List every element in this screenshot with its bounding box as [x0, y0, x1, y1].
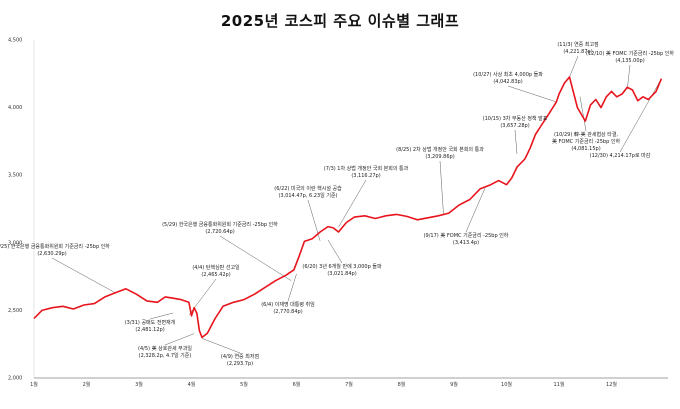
- annotation-line: (4/5) 美 상호관세 부과일: [138, 345, 192, 352]
- annotation-line: (9/17) 美 FOMC 기준금리 -25bp 인하: [424, 232, 509, 239]
- annotation-leader: [338, 179, 367, 228]
- annotation-line: (2/25) 한국은행 금융통화위원회 기준금리 -25bp 인하: [0, 243, 110, 250]
- annotation-leader: [579, 96, 587, 132]
- annotation-line: (11/3) 연중 최고점: [557, 41, 598, 48]
- annotation-label: (3/31) 공매도 전면재개 (2,481.12p): [125, 319, 176, 333]
- annotation-line: (3/31) 공매도 전면재개: [125, 319, 176, 326]
- annotation-line: (7/3) 1차 상법 개정안 국회 본회의 통과: [324, 165, 409, 172]
- annotation-line: (3,413.4p): [453, 240, 479, 246]
- annotation-line: (2,328.2p, 4.7일 기준): [139, 352, 192, 359]
- annotation-line: (2,481.12p): [135, 327, 164, 333]
- annotation-line: (2,630.29p): [37, 251, 66, 257]
- y-tick-label: 2,000: [8, 376, 22, 382]
- annotation-line: (8/25) 2차 상법 개정안 국회 본회의 통과: [396, 146, 484, 153]
- x-tick-label: 7월: [345, 381, 353, 388]
- annotation-label: (6/4) 이재명 대통령 취임 (2,770.84p): [261, 301, 315, 315]
- annotation-leader: [219, 235, 292, 281]
- annotation-label: (9/17) 美 FOMC 기준금리 -25bp 인하 (3,413.4p): [424, 232, 509, 246]
- y-tick-label: 2,500: [8, 308, 22, 314]
- annotation-label: (10/27) 사상 최초 4,000p 돌파 (4,042.83p): [473, 71, 543, 85]
- annotation-line: (3,209.86p): [425, 154, 454, 160]
- annotation-line: (4,042.83p): [493, 79, 522, 85]
- annotation-leader: [507, 85, 557, 103]
- annotation-label: (10/15) 3차 부동산 정책 발표 (3,657.28p): [483, 115, 548, 129]
- annotation-leader: [465, 186, 486, 233]
- x-tick-label: 6월: [293, 381, 301, 388]
- x-tick-label: 8월: [398, 381, 406, 388]
- y-tick-label: 4,000: [8, 105, 22, 111]
- x-tick-label: 10월: [501, 381, 512, 388]
- annotation-label: (12/10) 美 FOMC 기준금리 -25bp 인하 (4,135.00p): [586, 50, 674, 64]
- annotation-leader: [439, 160, 444, 215]
- annotation-line: (4/9) 연중 최저점: [221, 353, 259, 360]
- annotation-line: (2,293.7p): [227, 361, 253, 367]
- y-tick-label: 3,500: [8, 173, 22, 179]
- annotation-line: (3,021.84p): [327, 271, 356, 277]
- annotation-label: (6/22) 미국의 이란 핵시설 공습 (3,014.47p, 6.23일 기준…: [274, 185, 342, 199]
- annotation-label: (8/25) 2차 상법 개정안 국회 본회의 통과 (3,209.86p): [396, 146, 484, 160]
- annotation-label: (4/9) 연중 최저점 (2,293.7p): [221, 353, 259, 367]
- annotation-line: (6/4) 이재명 대통령 취임: [261, 301, 315, 308]
- annotation-line: (6/20) 3년 6개월 만에 3,000p 돌파: [302, 263, 382, 270]
- annotation-line: (4,081.15p): [571, 146, 600, 152]
- annotation-label: (10/29) 韓-美 관세협상 타결,美 FOMC 기준금리 -25bp 인하…: [552, 131, 620, 152]
- x-tick-label: 5월: [240, 381, 248, 388]
- annotation-label: (6/20) 3년 6개월 만에 3,000p 돌파 (3,021.84p): [302, 263, 382, 277]
- annotation-line: (10/27) 사상 최초 4,000p 돌파: [473, 71, 543, 78]
- annotation-leader: [287, 273, 297, 302]
- annotation-label: (7/3) 1차 상법 개정안 국회 본회의 통과 (3,116.27p): [324, 165, 409, 179]
- x-tick-label: 11월: [554, 381, 565, 388]
- x-tick-label: 9월: [450, 381, 458, 388]
- annotation-leader: [514, 129, 518, 154]
- annotation-label: (2/25) 한국은행 금융통화위원회 기준금리 -25bp 인하 (2,630.…: [0, 243, 110, 257]
- annotation-line: (5/29) 한국은행 금융통화위원회 기준금리 -25bp 인하: [162, 221, 278, 228]
- x-tick-label: 4월: [188, 381, 196, 388]
- annotation-line: (4/4) 탄핵심판 선고일: [192, 264, 240, 271]
- annotation-leader: [327, 239, 343, 264]
- annotation-leader: [569, 55, 579, 78]
- x-tick-label: 12월: [606, 381, 617, 388]
- annotation-line: (6/22) 미국의 이란 핵시설 공습: [274, 185, 342, 192]
- annotation-label: (4/4) 탄핵심판 선고일 (2,465.42p): [192, 264, 240, 278]
- annotation-leader: [201, 338, 241, 354]
- x-tick-label: 2월: [83, 381, 91, 388]
- annotation-label: (5/29) 한국은행 금융통화위원회 기준금리 -25bp 인하 (2,720.…: [162, 221, 278, 235]
- annotation-leader: [164, 333, 195, 346]
- annotation-line: (4,221.87p): [563, 49, 592, 55]
- annotation-leader: [627, 64, 631, 90]
- annotation-line: (10/29) 韓-美 관세협상 타결,: [554, 131, 618, 138]
- annotation-line: (4,135.00p): [615, 58, 644, 64]
- annotation-line: (2,770.84p): [273, 309, 302, 315]
- annotation-leader: [619, 78, 662, 153]
- y-tick-label: 3,000: [8, 240, 22, 246]
- annotation-line: (10/15) 3차 부동산 정책 발표: [483, 115, 548, 122]
- x-tick-label: 3월: [135, 381, 143, 388]
- annotation-line: (3,014.47p, 6.23일 기준): [278, 192, 337, 199]
- annotation-line: (2,465.42p): [201, 272, 230, 278]
- annotation-line: (3,116.27p): [351, 173, 380, 179]
- annotation-line: (2,720.64p): [205, 229, 234, 235]
- annotation-label: (12/30) 4,214.17p로 마감: [590, 152, 651, 159]
- annotation-line: (12/30) 4,214.17p로 마감: [590, 152, 651, 159]
- annotation-label: (11/3) 연중 최고점 (4,221.87p): [557, 41, 598, 55]
- x-tick-label: 1월: [30, 381, 38, 388]
- y-tick-label: 4,500: [8, 38, 22, 44]
- axes: 2,000 2,500 3,000 3,500 4,000 4,500 1월 2월 3월 4월 5월…: [8, 38, 668, 388]
- annotation-leader: [307, 199, 321, 241]
- annotation-leaders: [51, 55, 662, 354]
- annotation-line: 美 FOMC 기준금리 -25bp 인하: [552, 138, 620, 145]
- annotation-leader: [149, 312, 174, 320]
- kospi-series-line: [33, 76, 663, 339]
- annotation-labels: (2/25) 한국은행 금융통화위원회 기준금리 -25bp 인하 (2,630.…: [0, 41, 674, 367]
- annotation-label: (4/5) 美 상호관세 부과일 (2,328.2p, 4.7일 기준): [138, 345, 192, 359]
- annotation-leader: [51, 257, 116, 293]
- chart-title: 2025년 코스피 주요 이슈별 그래프: [220, 12, 460, 30]
- annotation-line: (3,657.28p): [500, 123, 529, 129]
- annotation-line: (12/10) 美 FOMC 기준금리 -25bp 인하: [586, 50, 674, 57]
